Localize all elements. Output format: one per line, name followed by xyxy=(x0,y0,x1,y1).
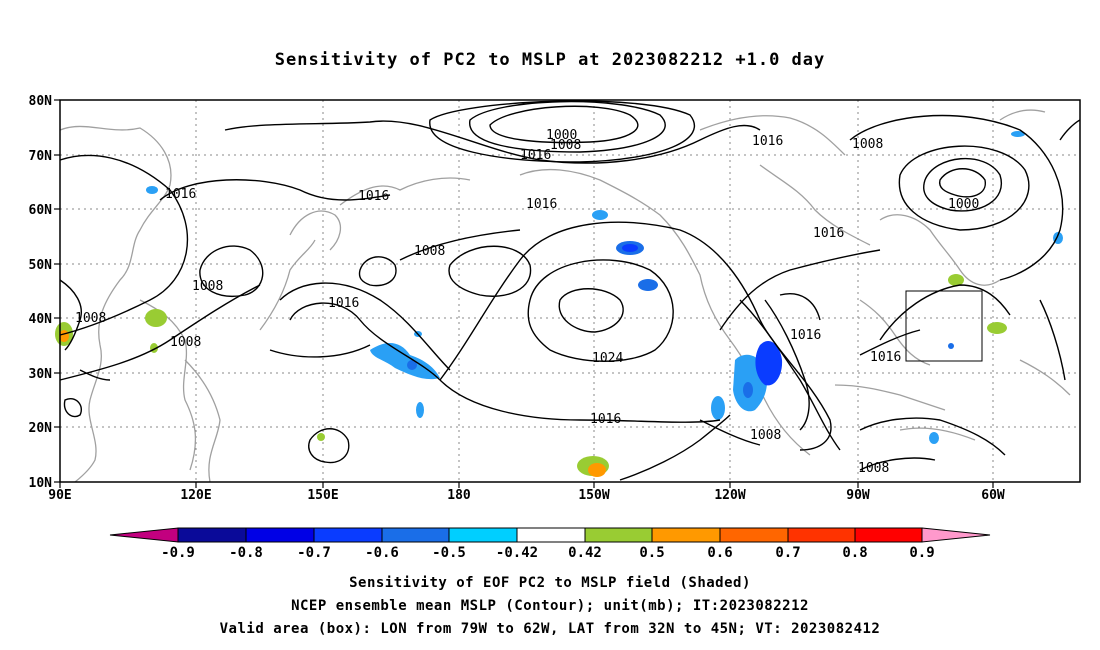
lat-label: 80N xyxy=(29,94,53,109)
colorbar-swatch xyxy=(651,527,721,543)
map-frame xyxy=(59,99,1081,483)
lon-label: 120E xyxy=(180,488,211,503)
colorbar-high-arrow xyxy=(921,527,991,543)
lat-label: 30N xyxy=(29,367,53,382)
contour-label: 1016 xyxy=(328,296,359,311)
caption-contour: NCEP ensemble mean MSLP (Contour); unit(… xyxy=(291,598,809,614)
valid-area-box xyxy=(905,290,983,362)
contour-label: 1024 xyxy=(592,351,623,366)
colorbar-swatch xyxy=(719,527,789,543)
contour-label: 1008 xyxy=(750,428,781,443)
contour-labels: 1000 1008 1016 1016 1008 1016 1016 1000 … xyxy=(75,128,979,476)
caption-shading: Sensitivity of EOF PC2 to MSLP field (Sh… xyxy=(349,575,751,591)
colorbar-swatch xyxy=(448,527,518,543)
colorbar xyxy=(109,527,991,543)
lon-label: 180 xyxy=(447,488,471,503)
contour-label: 1008 xyxy=(550,138,581,153)
contour-label: 1008 xyxy=(170,335,201,350)
lat-label: 20N xyxy=(29,421,53,436)
colorbar-tick-label: 0.9 xyxy=(909,545,934,561)
colorbar-tick-label: -0.8 xyxy=(229,545,263,561)
lat-label: 60N xyxy=(29,203,53,218)
colorbar-tick-label: 0.8 xyxy=(842,545,867,561)
lon-label: 150E xyxy=(307,488,338,503)
contour-label: 1016 xyxy=(520,148,551,163)
lon-label: 120W xyxy=(714,488,745,503)
colorbar-tick-label: -0.6 xyxy=(365,545,399,561)
map-title: Sensitivity of PC2 to MSLP at 2023082212… xyxy=(274,50,826,70)
mslp-contours xyxy=(59,100,1081,481)
colorbar-swatch xyxy=(177,527,247,543)
contour-label: 1008 xyxy=(858,461,889,476)
contour-label: 1016 xyxy=(526,197,557,212)
colorbar-tick-label: -0.5 xyxy=(432,545,466,561)
contour-label: 1016 xyxy=(165,187,196,202)
lon-label: 150W xyxy=(578,488,609,503)
colorbar-tick-label: 0.7 xyxy=(775,545,800,561)
contour-label: 1016 xyxy=(590,412,621,427)
colorbar-swatch xyxy=(584,527,653,543)
colorbar-low-arrow xyxy=(109,527,179,543)
lat-label: 50N xyxy=(29,258,53,273)
colorbar-tick-label: 0.6 xyxy=(707,545,732,561)
lon-label: 90W xyxy=(846,488,870,503)
contour-label: 1008 xyxy=(414,244,445,259)
contour-label: 1016 xyxy=(813,226,844,241)
colorbar-swatch xyxy=(787,527,856,543)
colorbar-swatch xyxy=(854,527,923,543)
colorbar-ticks: -0.9 -0.8 -0.7 -0.6 -0.5 -0.42 0.42 0.5 … xyxy=(161,545,935,561)
lat-label: 10N xyxy=(29,476,53,491)
longitude-labels: 90E 120E 150E 180 150W 120W 90W 60W xyxy=(48,488,1005,503)
contour-label: 1008 xyxy=(852,137,883,152)
lat-label: 70N xyxy=(29,149,53,164)
lon-label: 90E xyxy=(48,488,71,503)
contour-label: 1000 xyxy=(948,197,979,212)
contour-label: 1008 xyxy=(75,311,106,326)
colorbar-swatch xyxy=(245,527,315,543)
colorbar-swatch xyxy=(516,527,586,543)
latitude-labels: 80N 70N 60N 50N 40N 30N 20N 10N xyxy=(29,94,53,491)
colorbar-tick-label: -0.42 xyxy=(496,545,538,561)
contour-label: 1016 xyxy=(870,350,901,365)
contour-label: 1016 xyxy=(790,328,821,343)
contour-label: 1016 xyxy=(752,134,783,149)
contour-label: 1008 xyxy=(192,279,223,294)
contour-label: 1016 xyxy=(358,189,389,204)
lat-label: 40N xyxy=(29,312,53,327)
tick-marks xyxy=(54,99,994,488)
colorbar-swatch xyxy=(313,527,383,543)
lon-label: 60W xyxy=(981,488,1005,503)
sensitivity-shading xyxy=(55,131,1063,477)
caption-valid-area: Valid area (box): LON from 79W to 62W, L… xyxy=(219,621,881,637)
colorbar-tick-label: -0.7 xyxy=(297,545,331,561)
contour-label: 1000 xyxy=(546,128,577,143)
colorbar-swatch xyxy=(381,527,450,543)
colorbar-tick-label: -0.9 xyxy=(161,545,195,561)
colorbar-tick-label: 0.5 xyxy=(639,545,664,561)
colorbar-tick-label: 0.42 xyxy=(568,545,602,561)
coastlines xyxy=(59,109,1071,483)
